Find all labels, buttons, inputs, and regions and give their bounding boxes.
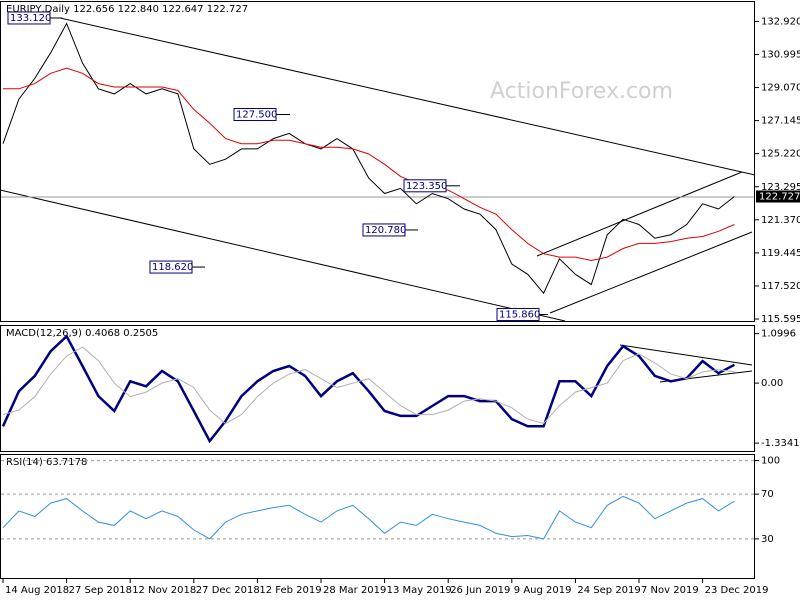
y-tick-label: 119.445 (761, 248, 800, 259)
series-line (2, 495, 735, 540)
y-tick-label: 115.595 (761, 314, 800, 325)
x-tick-label: 12 Feb 2019 (259, 585, 321, 596)
y-tick-label: 100 (761, 456, 780, 467)
channel-line (549, 231, 753, 314)
x-tick-label: 7 Nov 2019 (641, 585, 699, 596)
macd-panel (0, 325, 755, 452)
annotation-label: 120.780 (365, 225, 406, 236)
x-tick-label: 12 Nov 2018 (132, 585, 196, 596)
channel-line (59, 17, 756, 176)
channel-line (536, 171, 743, 257)
x-tick-label: 9 Aug 2019 (514, 585, 572, 596)
annotation-box (7, 11, 51, 25)
y-tick-label: 117.520 (761, 281, 800, 292)
price-tag-label: 122.727 (759, 192, 800, 203)
series-line (1, 334, 735, 444)
annotation-box (233, 108, 277, 122)
series-line (2, 346, 735, 425)
annotation-box (403, 179, 447, 193)
price-tag (756, 190, 800, 203)
watermark: ActionForex.com (490, 79, 673, 104)
x-tick-label: 14 Aug 2018 (5, 585, 69, 596)
price-panel (0, 1, 755, 322)
y-tick-label: 125.220 (761, 149, 800, 160)
x-tick-label: 26 Jun 2019 (450, 585, 510, 596)
annotation-label: 133.120 (10, 13, 51, 24)
x-tick-label: 23 Dec 2019 (705, 585, 769, 596)
annotation-box (496, 307, 540, 321)
annotation-label: 123.350 (406, 181, 447, 192)
x-tick-label: 27 Sep 2018 (69, 585, 132, 596)
y-tick-label: 127.145 (761, 116, 800, 127)
annotation-box (149, 260, 193, 274)
y-tick-label: -1.3341 (761, 438, 800, 449)
x-tick-label: 27 Dec 2018 (196, 585, 260, 596)
y-tick-label: 70 (761, 489, 774, 500)
x-tick-label: 13 May 2019 (387, 585, 452, 596)
annotation-label: 115.860 (499, 309, 540, 320)
macd-trend-line (619, 344, 753, 366)
series-line (3, 67, 735, 262)
y-tick-label: 132.920 (761, 16, 800, 27)
rsi-title: RSI(14) 63.7178 (6, 457, 87, 468)
x-tick-label: 24 Sep 2019 (577, 585, 640, 596)
y-tick-label: 129.070 (761, 83, 800, 94)
x-tick-label: 28 Mar 2019 (323, 585, 386, 596)
macd-title: MACD(12,26,9) 0.4068 0.2505 (6, 328, 158, 339)
y-tick-label: 121.370 (761, 215, 800, 226)
y-tick-label: 1.0996 (761, 329, 796, 340)
annotation-box (362, 223, 406, 237)
y-tick-label: 30 (761, 534, 774, 545)
chart-title: EURJPY,Daily 122.656 122.840 122.647 122… (6, 4, 248, 15)
annotation-label: 118.620 (152, 262, 193, 273)
y-tick-label: 130.995 (761, 49, 800, 60)
y-tick-label: 0.00 (761, 378, 783, 389)
channel-line (0, 189, 566, 322)
rsi-panel (0, 454, 755, 579)
annotation-label: 127.500 (236, 110, 277, 121)
y-tick-label: 123.295 (761, 182, 800, 193)
